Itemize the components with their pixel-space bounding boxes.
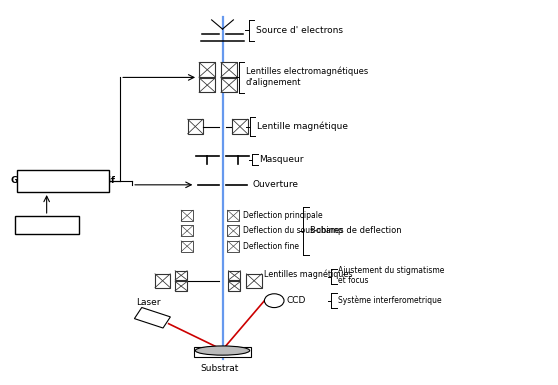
- Text: CCD: CCD: [286, 296, 306, 305]
- Text: Générateur de motif: Générateur de motif: [11, 176, 115, 186]
- Bar: [155, 274, 170, 288]
- Text: Masqueur: Masqueur: [259, 155, 304, 164]
- Bar: [228, 226, 239, 236]
- Bar: [228, 271, 240, 280]
- Text: Substrat: Substrat: [200, 364, 239, 373]
- Text: Lentille magnétique: Lentille magnétique: [257, 122, 348, 131]
- Bar: [247, 274, 262, 288]
- Text: Lentilles magnétiques: Lentilles magnétiques: [264, 269, 352, 279]
- Text: Deflection principale: Deflection principale: [243, 211, 323, 220]
- Text: Deflection fine: Deflection fine: [243, 242, 299, 251]
- Bar: [15, 216, 79, 234]
- Bar: [228, 281, 240, 291]
- Bar: [17, 170, 109, 192]
- Bar: [187, 119, 203, 134]
- Bar: [181, 210, 193, 221]
- Text: Ouverture: Ouverture: [252, 180, 299, 189]
- Bar: [175, 281, 187, 291]
- Text: Ajustement du stigmatisme
et focus: Ajustement du stigmatisme et focus: [339, 266, 445, 285]
- Text: Utilisateur: Utilisateur: [23, 221, 70, 229]
- Bar: [175, 271, 187, 280]
- Text: Lentilles electromagnétiques
d'alignement: Lentilles electromagnétiques d'alignemen…: [246, 67, 368, 87]
- Bar: [181, 241, 193, 251]
- Text: Bobines de deflection: Bobines de deflection: [310, 226, 402, 235]
- Circle shape: [264, 294, 284, 308]
- Bar: [232, 119, 248, 134]
- Bar: [181, 226, 193, 236]
- Text: Deflection du sous-champ: Deflection du sous-champ: [243, 226, 343, 235]
- Text: Source d' electrons: Source d' electrons: [256, 26, 343, 35]
- Bar: [221, 62, 237, 77]
- Bar: [228, 241, 239, 251]
- Bar: [134, 308, 170, 328]
- Bar: [221, 78, 237, 92]
- Bar: [199, 78, 215, 92]
- Bar: [228, 210, 239, 221]
- Bar: [199, 62, 215, 77]
- Ellipse shape: [195, 346, 250, 355]
- Text: Système interferometrique: Système interferometrique: [339, 296, 442, 305]
- Bar: [194, 347, 251, 357]
- Text: Laser: Laser: [136, 298, 160, 308]
